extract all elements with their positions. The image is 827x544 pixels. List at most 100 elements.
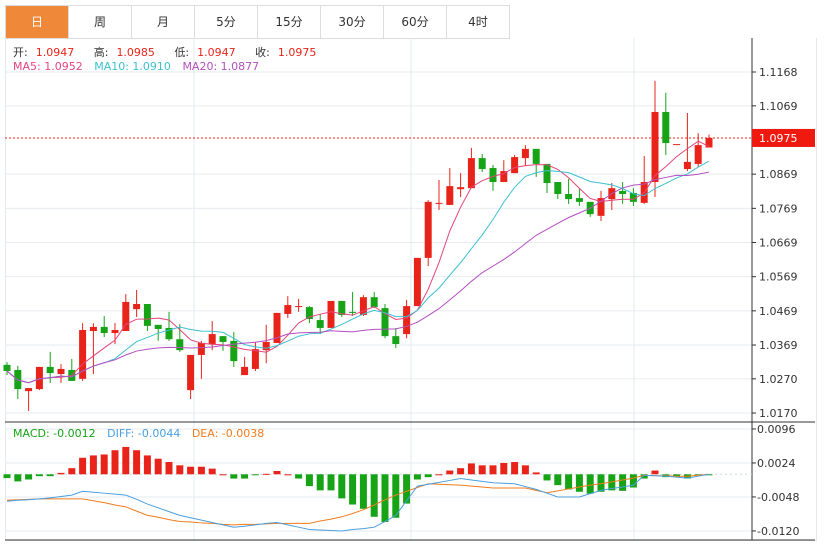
candle: [305, 306, 313, 324]
macd-bar: [154, 458, 162, 475]
macd-bar: [586, 474, 594, 494]
candle: [197, 340, 205, 379]
macd-tick-label: -0.0120: [757, 525, 799, 538]
macd-bar: [500, 462, 508, 475]
macd-bar: [521, 465, 529, 475]
macd-bar: [187, 466, 195, 475]
price-tick-label: 1.0569: [759, 271, 798, 284]
macd-bar: [208, 468, 216, 475]
candle: [543, 163, 551, 193]
candle-body: [197, 342, 205, 355]
tab-60min[interactable]: 60分: [384, 6, 447, 38]
candle-body: [133, 304, 141, 310]
candle: [122, 294, 130, 332]
candle: [511, 155, 519, 174]
candle-body: [403, 306, 411, 335]
macd-bar: [89, 455, 97, 475]
candle-body: [35, 366, 43, 390]
macd-bar: [467, 463, 475, 475]
macd-bar: [176, 465, 184, 475]
candle: [597, 190, 605, 221]
macd-bar: [197, 466, 205, 475]
macd-tick-label: 0.0096: [757, 423, 796, 436]
macd-bar: [327, 474, 335, 491]
candle-body: [489, 168, 497, 183]
candle: [349, 292, 357, 316]
tab-30min[interactable]: 30分: [321, 6, 384, 38]
candle-body: [176, 339, 184, 351]
macd-bar: [457, 468, 465, 475]
current-price-label: 1.0975: [759, 132, 798, 145]
macd-bar: [403, 474, 411, 504]
high-label: 高:: [93, 46, 109, 59]
macd-bar: [446, 470, 454, 475]
candle: [694, 133, 702, 167]
candle-body: [413, 257, 421, 307]
candle: [554, 182, 562, 200]
macd-bar: [381, 474, 389, 522]
candle: [651, 80, 659, 198]
tab-4hour[interactable]: 4时: [447, 6, 510, 38]
tab-day[interactable]: 日: [6, 6, 69, 38]
candle-body: [79, 329, 87, 379]
tab-month[interactable]: 月: [132, 6, 195, 38]
macd-legend-value: MACD: -0.0012: [13, 427, 96, 440]
macd-bar: [295, 474, 303, 479]
macd-legend: MACD: -0.0012 DIFF: -0.0044 DEA: -0.0038: [13, 427, 272, 440]
candle: [359, 295, 367, 316]
tab-15min[interactable]: 15分: [258, 6, 321, 38]
macd-bar: [133, 450, 141, 475]
candle: [673, 144, 681, 146]
candle-body: [457, 187, 465, 190]
tab-5min[interactable]: 5分: [195, 6, 258, 38]
candle-body: [208, 334, 216, 344]
macd-bar: [273, 470, 281, 475]
macd-bar: [3, 474, 11, 479]
candle-body: [316, 320, 324, 328]
candle-body: [111, 329, 119, 334]
candle-body: [154, 324, 162, 329]
candle-body: [478, 158, 486, 170]
candle-body: [694, 145, 702, 164]
current-price-tag: [752, 128, 815, 147]
ohlc-legend: 开: 1.0947 高: 1.0985 低: 1.0947 收: 1.0975: [13, 44, 332, 60]
macd-bar: [575, 474, 583, 492]
open-value: 1.0947: [35, 46, 75, 59]
macd-bar: [251, 474, 259, 476]
candle-body: [651, 111, 659, 183]
candle: [403, 299, 411, 339]
candle: [619, 182, 627, 204]
candle: [640, 156, 648, 204]
macd-bar: [111, 450, 119, 475]
candle: [521, 145, 529, 166]
candle: [489, 164, 497, 191]
low-value: 1.0947: [197, 46, 236, 59]
macd-bar: [619, 474, 627, 491]
candle: [608, 183, 616, 211]
candle-body: [511, 157, 519, 174]
diff-line: [6, 473, 710, 532]
candle-body: [241, 366, 249, 376]
candle-body: [359, 297, 367, 315]
candle: [327, 300, 335, 328]
candle: [370, 292, 378, 309]
candle-body: [683, 161, 691, 170]
macd-bar: [68, 468, 76, 475]
dea-line: [6, 473, 710, 526]
macd-bar: [554, 474, 562, 486]
candle-body: [349, 311, 357, 313]
macd-bar: [241, 474, 249, 479]
macd-bar: [543, 474, 551, 481]
candle-body: [575, 198, 583, 202]
candle: [68, 359, 76, 381]
candle: [629, 188, 637, 206]
candle-body: [327, 300, 335, 328]
candle-body: [338, 300, 346, 315]
candle-body: [273, 312, 281, 343]
macd-bar: [262, 473, 270, 475]
tab-week[interactable]: 周: [69, 6, 132, 38]
macd-bar: [640, 474, 648, 479]
price-tick-label: 1.0170: [759, 407, 798, 420]
candle: [284, 296, 292, 319]
